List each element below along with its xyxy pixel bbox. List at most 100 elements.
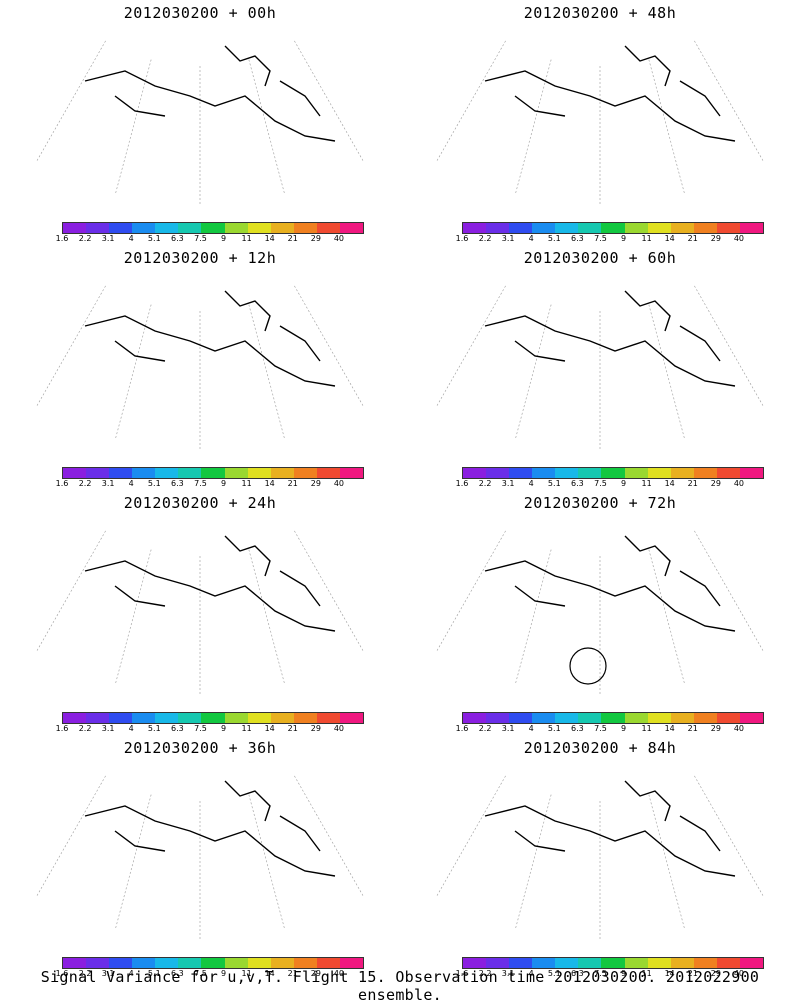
colorbar-swatch xyxy=(670,468,694,478)
colorbar-swatch xyxy=(463,223,487,233)
colorbar-label: 21 xyxy=(287,479,298,488)
colorbar-swatch xyxy=(647,713,671,723)
colorbar-swatch xyxy=(624,713,648,723)
colorbar-swatch xyxy=(201,713,225,723)
variance-map xyxy=(435,775,765,941)
colorbar-swatch xyxy=(463,468,487,478)
colorbar-swatch xyxy=(647,468,671,478)
colorbar-swatch xyxy=(86,468,110,478)
colorbar-swatch xyxy=(716,468,740,478)
colorbar-swatch xyxy=(155,223,179,233)
colorbar-label: 40 xyxy=(333,969,345,978)
colorbar-label: 9 xyxy=(220,234,227,243)
figure-caption: Signal Variance for u,v,T. Flight 15. Ob… xyxy=(40,968,760,1004)
colorbar-label: 29 xyxy=(710,234,721,243)
colorbar-swatch xyxy=(486,468,510,478)
colorbar-label: 5.1 xyxy=(547,234,561,243)
colorbar-swatch xyxy=(316,958,340,968)
colorbar xyxy=(462,467,764,479)
colorbar-swatch xyxy=(555,713,579,723)
forecast-panel: 2012030200 + 36h 1.6 2.2 3.1 4 5.1 6.3 7.5 9 11 14… xyxy=(0,735,400,978)
colorbar-label: 11 xyxy=(641,969,652,978)
colorbar-label: 5.1 xyxy=(147,234,161,243)
panel-title: 2012030200 + 00h xyxy=(123,4,277,22)
colorbar-label: 4 xyxy=(528,969,534,978)
colorbar-label: 7.5 xyxy=(194,969,207,978)
colorbar-label: 29 xyxy=(710,479,721,488)
colorbar-label: 11 xyxy=(241,724,252,733)
colorbar-label: 7.5 xyxy=(194,234,207,243)
colorbar-swatch xyxy=(716,223,740,233)
colorbar-label: 4 xyxy=(128,969,134,978)
colorbar-swatch xyxy=(201,958,225,968)
forecast-panel: 2012030200 + 72h 1.6 2.2 3.1 4 5.1 6.3 7.5 9 11 14… xyxy=(400,490,800,733)
panel-title: 2012030200 + 72h xyxy=(523,494,677,512)
panel-title: 2012030200 + 48h xyxy=(523,4,677,22)
variance-map xyxy=(435,40,765,206)
colorbar-label: 40 xyxy=(333,234,345,243)
colorbar-label: 3.1 xyxy=(501,724,515,733)
colorbar-label: 5.1 xyxy=(147,724,161,733)
colorbar-label: 3.1 xyxy=(101,724,115,733)
colorbar-swatch xyxy=(270,713,294,723)
forecast-panel: 2012030200 + 60h 1.6 2.2 3.1 4 5.1 6.3 7.5 9 11 14… xyxy=(400,245,800,488)
colorbar-swatch xyxy=(555,468,579,478)
colorbar-label: 5.1 xyxy=(547,724,561,733)
colorbar-swatch xyxy=(86,958,110,968)
colorbar-label: 40 xyxy=(733,479,745,488)
colorbar-swatch xyxy=(178,223,202,233)
colorbar-swatch xyxy=(693,468,717,478)
colorbar-swatch xyxy=(555,223,579,233)
colorbar-label: 6.3 xyxy=(571,969,584,978)
colorbar-swatch xyxy=(178,713,202,723)
colorbar-swatch xyxy=(316,468,340,478)
colorbar-swatch xyxy=(86,713,110,723)
colorbar-swatch xyxy=(109,713,133,723)
colorbar-label: 1.6 xyxy=(455,969,469,978)
highlight-circle xyxy=(569,647,607,685)
variance-map xyxy=(35,285,365,451)
colorbar-label: 6.3 xyxy=(171,969,184,978)
colorbar-label: 14 xyxy=(664,234,675,243)
colorbar-label: 9 xyxy=(220,479,227,488)
colorbar-swatch xyxy=(247,223,271,233)
colorbar-labels: 1.6 2.2 3.1 4 5.1 6.3 7.5 9 11 14 21 29 40 xyxy=(455,969,765,981)
colorbar-label: 1.6 xyxy=(455,234,469,243)
colorbar-swatch xyxy=(109,958,133,968)
colorbar-label: 7.5 xyxy=(194,479,207,488)
colorbar-swatch xyxy=(293,223,317,233)
colorbar-label: 5.1 xyxy=(547,479,561,488)
colorbar-label: 1.6 xyxy=(455,724,469,733)
colorbar-label: 21 xyxy=(287,234,298,243)
colorbar-swatch xyxy=(132,713,156,723)
colorbar-label: 3.1 xyxy=(501,479,515,488)
colorbar-swatch xyxy=(739,958,764,968)
colorbar-label: 2.2 xyxy=(78,234,92,243)
colorbar-label: 9 xyxy=(620,969,627,978)
colorbar-swatch xyxy=(463,958,487,968)
colorbar-swatch xyxy=(555,958,579,968)
colorbar-label: 2.2 xyxy=(78,724,92,733)
colorbar-label: 21 xyxy=(287,724,298,733)
panel-title: 2012030200 + 84h xyxy=(523,739,677,757)
colorbar-swatch xyxy=(155,468,179,478)
colorbar-swatch xyxy=(624,468,648,478)
colorbar-swatch xyxy=(178,958,202,968)
colorbar-label: 14 xyxy=(664,724,675,733)
colorbar-swatch xyxy=(247,958,271,968)
colorbar-label: 1.6 xyxy=(55,234,69,243)
colorbar-label: 21 xyxy=(287,969,298,978)
colorbar-swatch xyxy=(716,713,740,723)
colorbar-swatch xyxy=(509,958,533,968)
colorbar-swatch xyxy=(578,468,602,478)
colorbar-swatch xyxy=(463,713,487,723)
colorbar-label: 21 xyxy=(687,724,698,733)
colorbar-label: 40 xyxy=(333,479,345,488)
colorbar-label: 1.6 xyxy=(455,479,469,488)
colorbar-label: 3.1 xyxy=(101,234,115,243)
colorbar-swatch xyxy=(224,468,248,478)
colorbar-swatch xyxy=(316,223,340,233)
colorbar-swatch xyxy=(339,958,364,968)
colorbar-label: 29 xyxy=(310,724,321,733)
colorbar-swatch xyxy=(132,468,156,478)
